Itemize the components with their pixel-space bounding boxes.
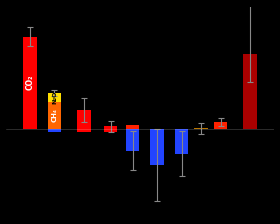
Bar <box>48 129 61 132</box>
Bar <box>194 127 208 129</box>
Bar <box>23 37 37 129</box>
Bar <box>48 93 61 102</box>
Bar <box>104 126 117 132</box>
Bar <box>243 54 257 129</box>
Bar <box>48 102 61 129</box>
Bar <box>150 129 164 165</box>
Text: CO₂: CO₂ <box>25 75 34 90</box>
Bar <box>175 129 188 154</box>
Bar <box>126 129 139 151</box>
Text: N₂O: N₂O <box>52 91 57 104</box>
Bar <box>77 110 90 132</box>
Text: CH₄: CH₄ <box>52 108 57 122</box>
Bar <box>214 122 227 129</box>
Bar <box>126 125 139 129</box>
